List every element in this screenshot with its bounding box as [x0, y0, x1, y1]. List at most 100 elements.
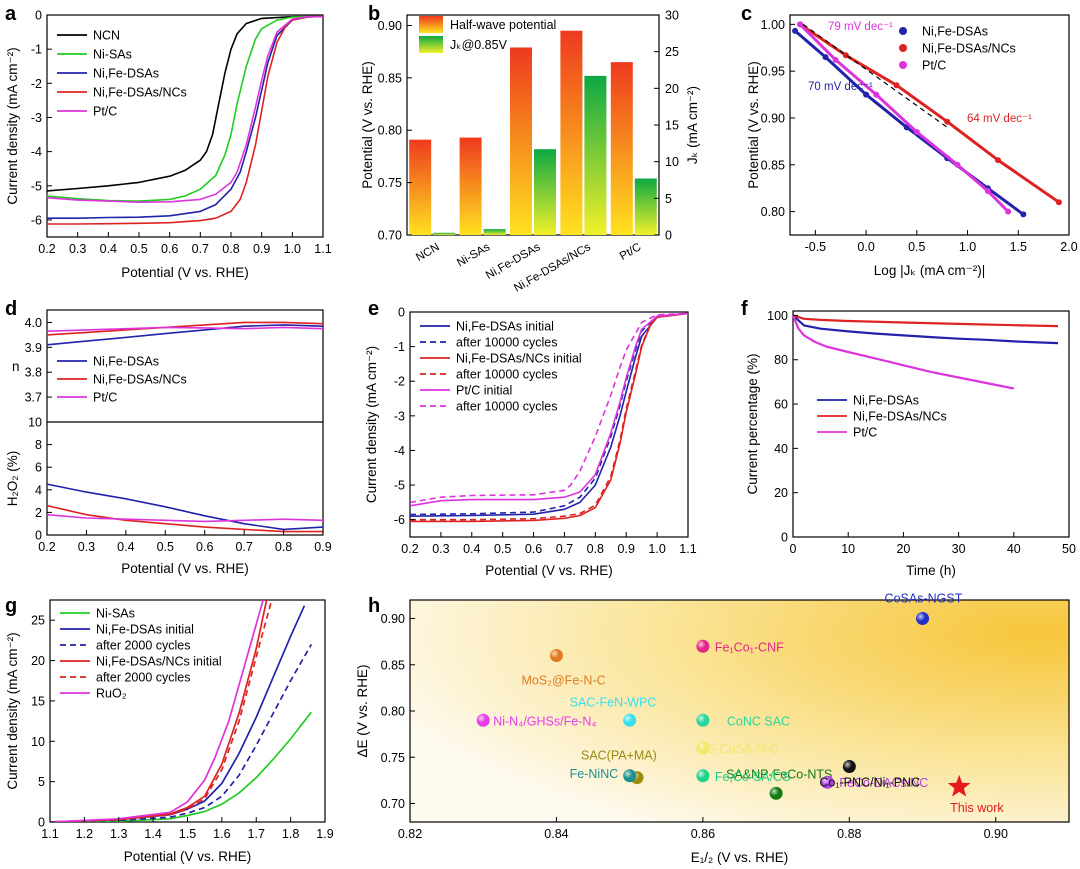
panel-c-data-point [984, 188, 991, 194]
panel-h-ytick-label: 0.85 [381, 658, 405, 672]
panel-b-bar-jk [584, 75, 607, 235]
panel-e-xtick-label: 0.8 [587, 542, 604, 556]
panel-e-legend-entry: after 10000 cycles [456, 400, 557, 414]
panel-a-ytick-label: -5 [31, 179, 42, 193]
panel-h-point-label: Fe-NiNC [570, 767, 619, 781]
panel-c-legend-marker [899, 61, 907, 69]
panel-e-series-line [409, 312, 689, 504]
panel-d-ylabel-bottom: H₂O₂ (%) [5, 451, 20, 506]
panel-d-legend-entry: Pt/C [93, 391, 117, 405]
panel-e-ytick-label: -6 [394, 513, 405, 527]
panel-g-ylabel: Current density (mA cm⁻²) [5, 632, 20, 789]
panel-g-ytick-label: 5 [38, 775, 45, 789]
panel-e-ylabel: Current density (mA cm⁻²) [364, 346, 379, 503]
panel-b-legend-swatch-jk [419, 36, 443, 53]
panel-f-ytick-label: 60 [774, 398, 788, 412]
panel-c-slope-annotation: 64 mV dec⁻¹ [967, 113, 1032, 125]
panel-d-legend-entry: Ni,Fe-DSAs [93, 355, 159, 369]
panel-e-xtick-label: 0.9 [618, 542, 635, 556]
panel-e-xtick-label: 0.6 [525, 542, 542, 556]
panel-g-series-line [50, 600, 268, 822]
panel-g-legend-entry: RuO₂ [96, 687, 127, 701]
panel-f-xtick-label: 50 [1062, 542, 1076, 556]
panel-a-legend-entry: Ni-SAs [93, 48, 132, 62]
panel-d-n-line [46, 324, 324, 346]
panel-f-ytick-label: 20 [774, 486, 788, 500]
panel-d-xlabel: Potential (V vs. RHE) [121, 561, 249, 576]
panel-f-ytick-label: 0 [781, 531, 788, 545]
panel-g-xtick-label: 1.3 [110, 827, 127, 841]
panel-h-data-point-shine [476, 713, 490, 727]
panel-f-frame [792, 310, 1070, 538]
panel-h-data-point-shine [696, 769, 710, 783]
panel-c-data-point [994, 157, 1001, 164]
panel-h-xtick-label: 0.84 [544, 827, 568, 841]
panel-d-xtick-label: 0.5 [157, 540, 174, 554]
panel-letter-f: f [741, 298, 748, 320]
panel-c-ytick-label: 0.85 [761, 158, 785, 172]
panel-a-frame [46, 14, 324, 238]
panel-b-right-ytick-label: 30 [665, 9, 679, 23]
panel-g-ytick-label: 20 [31, 654, 45, 668]
panel-h-point-label: SAC(PA+MA) [581, 749, 657, 763]
panel-d-n-line [46, 326, 324, 332]
panel-b-bar-halfwave [560, 30, 583, 236]
panel-f-ytick-label: 40 [774, 442, 788, 456]
panel-d-legend-entry: Ni,Fe-DSAs/NCs [93, 373, 187, 387]
panel-h-data-point-shine [820, 775, 834, 789]
panel-b-ytick-label: 0.85 [378, 71, 402, 85]
panel-f-ytick-label: 100 [767, 309, 788, 323]
panel-f-legend-entry: Ni,Fe-DSAs [853, 394, 919, 408]
panel-g-ytick-label: 0 [38, 816, 45, 830]
panel-c-data-point [792, 27, 799, 34]
panel-b-ytick-label: 0.90 [378, 19, 402, 33]
panel-a-xtick-label: 0.2 [38, 242, 55, 256]
panel-b-legend-entry: Half-wave potential [450, 18, 556, 32]
panel-a-xtick-label: 1.1 [314, 242, 331, 256]
panel-h-xlabel: E₁/₂ (V vs. RHE) [691, 850, 789, 865]
panel-a-legend-entry: Ni,Fe-DSAs [93, 67, 159, 81]
panel-g-legend-entry: Ni-SAs [96, 607, 135, 621]
panel-h-point-label: Fe₁Co₁-CNF [715, 640, 784, 654]
panel-c-legend-marker [899, 27, 907, 35]
panel-b-ytick-label: 0.75 [378, 176, 402, 190]
panel-d-bottom-ytick-label: 10 [28, 416, 42, 430]
panel-c-xtick-label: 2.0 [1060, 240, 1077, 254]
panel-h-point-label: SA&NP-FeCo-NTS [726, 767, 832, 781]
panel-h-data-point-shine [696, 713, 710, 727]
panel-g-xtick-label: 1.4 [144, 827, 161, 841]
panel-c-data-point [797, 21, 804, 28]
panel-h-data-point-shine [916, 612, 930, 625]
panel-c-ytick-label: 0.95 [761, 65, 785, 79]
panel-e-xtick-label: 1.0 [648, 542, 665, 556]
panel-h-background [410, 600, 1069, 822]
panel-a-xtick-label: 0.3 [69, 242, 86, 256]
panel-a-series-line [46, 15, 324, 203]
panel-f-xtick-label: 30 [952, 542, 966, 556]
panel-e-legend-entry: after 10000 cycles [456, 368, 557, 382]
panel-b-category-label: NCN [414, 241, 442, 264]
panel-e-ytick-label: -2 [394, 375, 405, 389]
panel-c-series-line [799, 23, 1060, 204]
panel-e-ytick-label: -3 [394, 409, 405, 423]
panel-f-xtick-label: 10 [841, 542, 855, 556]
panel-e-xlabel: Potential (V vs. RHE) [485, 563, 613, 578]
panel-b-right-ytick-label: 25 [665, 45, 679, 59]
panel-c-legend-entry: Ni,Fe-DSAs [922, 25, 988, 39]
panel-e-ytick-label: -1 [394, 340, 405, 354]
panel-f-xtick-label: 20 [896, 542, 910, 556]
panel-c-data-point [1005, 208, 1012, 215]
panel-g-xtick-label: 1.7 [248, 827, 265, 841]
panel-letter-a: a [5, 3, 17, 25]
panel-d-xtick-label: 0.4 [117, 540, 134, 554]
panel-d-top-ytick-label: 3.7 [25, 391, 42, 405]
panel-b-bar-jk [634, 178, 657, 235]
panel-a-xlabel: Potential (V vs. RHE) [121, 265, 249, 280]
panel-c-data-point [873, 91, 880, 98]
panel-a-legend-entry: Pt/C [93, 105, 117, 119]
panel-f-ytick-label: 80 [774, 353, 788, 367]
panel-c-data-point [832, 56, 839, 63]
panel-a-ytick-label: -6 [31, 213, 42, 227]
panel-e-xtick-label: 0.4 [463, 542, 480, 556]
panel-g-xtick-label: 1.6 [213, 827, 230, 841]
